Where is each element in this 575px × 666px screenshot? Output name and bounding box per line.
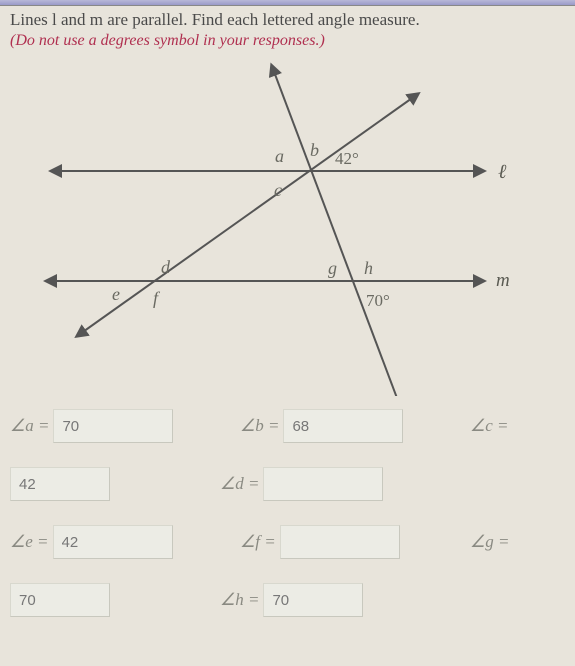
label-d: d <box>161 257 171 277</box>
prompt-text-1: Lines l and m are parallel. Find each le… <box>10 10 565 30</box>
diagram-svg: a b 42° c d e f g h 70° ℓ m <box>10 56 565 396</box>
label-h: h <box>364 258 373 278</box>
input-angle-g[interactable] <box>10 583 110 617</box>
input-angle-c[interactable] <box>10 467 110 501</box>
label-angle-h: ∠h = <box>220 590 259 610</box>
answer-row-2: ∠d = <box>10 464 565 504</box>
input-angle-f[interactable] <box>280 525 400 559</box>
answer-row-3: ∠e = ∠f = ∠g = <box>10 522 565 562</box>
input-angle-e[interactable] <box>53 525 173 559</box>
geometry-diagram: a b 42° c d e f g h 70° ℓ m <box>10 56 565 396</box>
transversal-2 <box>273 69 400 396</box>
label-f: f <box>153 288 161 308</box>
label-angle-a: ∠a = <box>10 416 49 436</box>
answer-row-1: ∠a = ∠b = ∠c = <box>10 406 565 446</box>
transversal-1 <box>80 96 415 334</box>
answer-row-4: ∠h = <box>10 580 565 620</box>
label-c: c <box>274 180 282 200</box>
label-line-l: ℓ <box>498 161 507 183</box>
label-b: b <box>310 140 319 160</box>
input-angle-d[interactable] <box>263 467 383 501</box>
label-e: e <box>112 284 120 304</box>
label-angle-e: ∠e = <box>10 532 49 552</box>
label-line-m: m <box>496 270 510 291</box>
label-angle-c: ∠c = <box>470 416 509 436</box>
input-angle-h[interactable] <box>263 583 363 617</box>
label-angle-b: ∠b = <box>240 416 279 436</box>
label-42: 42° <box>335 149 359 168</box>
content-area: Lines l and m are parallel. Find each le… <box>0 6 575 620</box>
label-a: a <box>275 146 284 166</box>
label-angle-g: ∠g = <box>470 532 509 552</box>
prompt-text-2: (Do not use a degrees symbol in your res… <box>10 32 565 50</box>
label-g: g <box>328 258 337 278</box>
label-angle-f: ∠f = <box>240 532 276 552</box>
label-angle-d: ∠d = <box>220 474 259 494</box>
input-angle-b[interactable] <box>283 409 403 443</box>
answers-grid: ∠a = ∠b = ∠c = ∠d = ∠e = <box>10 406 565 620</box>
label-70: 70° <box>366 291 390 310</box>
input-angle-a[interactable] <box>53 409 173 443</box>
